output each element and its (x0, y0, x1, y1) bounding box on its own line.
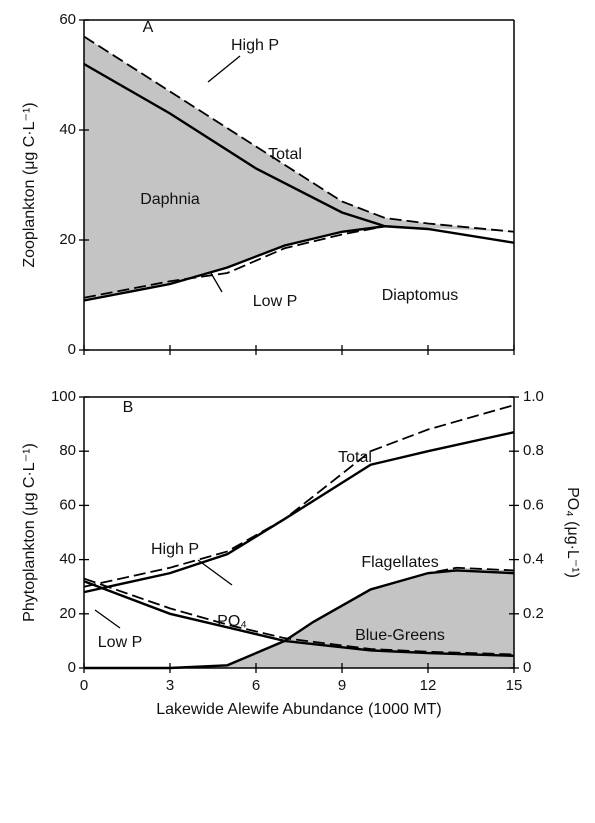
annotation: Total (338, 449, 372, 466)
annotation: PO₄ (217, 613, 247, 630)
y2-tick-label: 0.2 (523, 605, 544, 622)
y-tick-label: 80 (59, 442, 76, 459)
series-line (83, 431, 515, 594)
y2-tick-label: 0.4 (523, 551, 544, 568)
series-line (83, 577, 515, 656)
annotation: Low P (98, 634, 142, 651)
y-tick-label: 40 (59, 121, 76, 138)
x-tick-label: 12 (420, 677, 437, 694)
x-tick-label: 9 (338, 677, 346, 694)
shaded-area (84, 36, 514, 301)
x-tick-label: 6 (252, 677, 260, 694)
y-tick-label: 40 (59, 551, 76, 568)
y2-tick-label: 1.0 (523, 388, 544, 405)
y-tick-label: 100 (51, 388, 76, 405)
annotation: High P (151, 541, 199, 558)
annotation: Low P (253, 293, 297, 310)
series-line (83, 580, 515, 658)
y-tick-label: 20 (59, 605, 76, 622)
series-line (83, 404, 515, 588)
y-tick-label: 0 (68, 659, 76, 676)
y-tick-label: 20 (59, 231, 76, 248)
arrow (94, 609, 121, 629)
series-line (83, 225, 386, 302)
annotation: High P (231, 37, 279, 54)
shaded-area (84, 567, 514, 668)
series-line (84, 569, 515, 670)
annotation: Blue-Greens (355, 627, 445, 644)
series-line (83, 62, 515, 244)
series-line (83, 35, 515, 233)
y-axis-label: Zooplankton (μg C·L⁻¹) (21, 102, 38, 267)
series-line (83, 225, 386, 299)
annotation: Total (268, 146, 302, 163)
y-tick-label: 60 (59, 496, 76, 513)
x-tick-label: 15 (506, 677, 523, 694)
annotation: B (123, 399, 134, 416)
arrow (207, 55, 241, 83)
x-tick-label: 0 (80, 677, 88, 694)
y2-tick-label: 0.8 (523, 442, 544, 459)
annotation: Daphnia (140, 191, 200, 208)
y2-tick-label: 0.6 (523, 496, 544, 513)
y-axis-label: Phytoplankton (μg C·L⁻¹) (21, 443, 38, 622)
annotation: Flagellates (361, 554, 438, 571)
x-tick-label: 3 (166, 677, 174, 694)
y-tick-label: 60 (59, 11, 76, 28)
y-tick-label: 0 (68, 341, 76, 358)
y2-axis-label: PO₄ (μg·L⁻¹) (564, 487, 581, 578)
x-axis-label: Lakewide Alewife Abundance (1000 MT) (156, 701, 442, 718)
annotation: Diaptomus (382, 287, 458, 304)
annotation: A (143, 19, 154, 36)
arrow (197, 559, 233, 586)
y2-tick-label: 0 (523, 659, 531, 676)
